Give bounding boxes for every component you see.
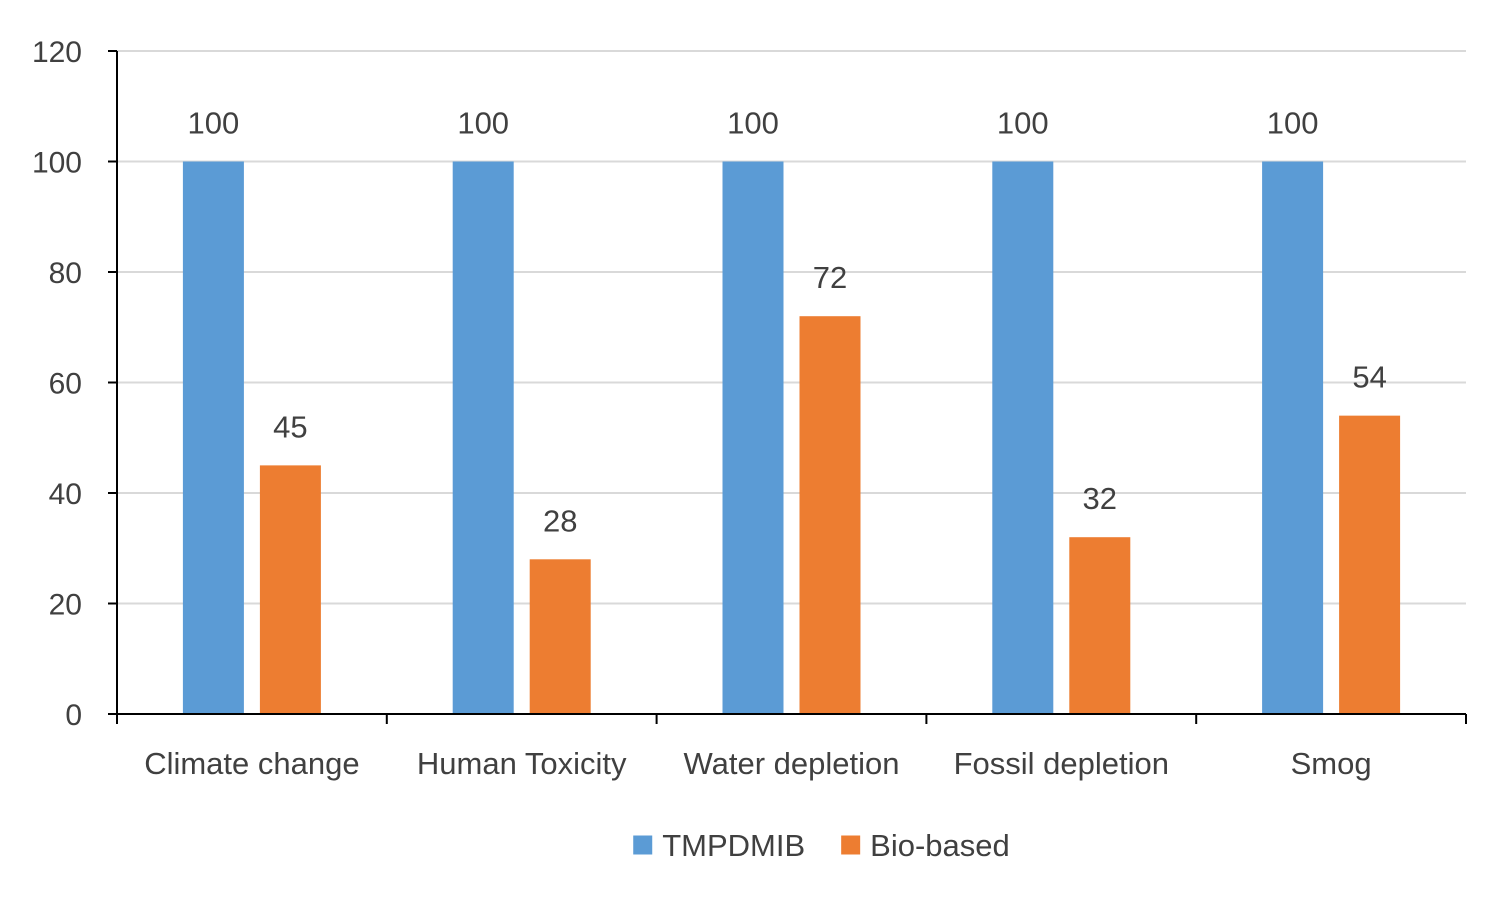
legend-swatch-tmpdmib: [633, 835, 653, 855]
bar-tmpdmib: [1262, 161, 1324, 714]
bar-bio-based: [1069, 537, 1131, 714]
data-label-tmpdmib: 100: [997, 106, 1049, 141]
bar-tmpdmib: [182, 161, 244, 714]
bar-bio-based: [799, 316, 861, 714]
bar-tmpdmib: [722, 161, 784, 714]
y-tick-label: 80: [49, 257, 82, 290]
bar-bio-based: [259, 465, 321, 714]
y-tick-label: 120: [32, 36, 82, 69]
data-label-tmpdmib: 100: [727, 106, 779, 141]
x-category-label: Human Toxicity: [417, 746, 627, 781]
data-label-tmpdmib: 100: [188, 106, 240, 141]
y-tick-label: 20: [49, 589, 82, 622]
bar-tmpdmib: [992, 161, 1054, 714]
x-category-label: Fossil depletion: [954, 746, 1169, 781]
gridlines: [117, 50, 1466, 605]
x-category-label: Climate change: [144, 746, 359, 781]
data-label-tmpdmib: 100: [1267, 106, 1319, 141]
data-label-bio-based: 45: [273, 409, 307, 444]
data-label-tmpdmib: 100: [457, 106, 509, 141]
y-tick-label: 40: [49, 478, 82, 511]
data-label-bio-based: 32: [1083, 481, 1117, 516]
bar-bio-based: [1339, 415, 1401, 714]
y-tick-label: 60: [49, 368, 82, 401]
axes: [108, 50, 1467, 724]
data-label-bio-based: 72: [813, 260, 847, 295]
labels: 0 20 40 60 80 100 120 100 45 Climate change 100 28 H…: [32, 36, 1387, 781]
x-category-label: Smog: [1291, 746, 1372, 781]
bar-bio-based: [529, 559, 591, 714]
data-label-bio-based: 28: [543, 503, 577, 538]
bar-tmpdmib: [452, 161, 514, 714]
legend-swatch-bio-based: [841, 835, 861, 855]
legend-label-tmpdmib: TMPDMIB: [662, 828, 805, 863]
bars: [182, 161, 1401, 714]
legend-label-bio-based: Bio-based: [870, 828, 1010, 863]
legend: TMPDMIB Bio-based: [633, 828, 1010, 863]
y-tick-label: 0: [65, 699, 82, 732]
data-label-bio-based: 54: [1352, 360, 1386, 395]
x-category-label: Water depletion: [684, 746, 900, 781]
y-tick-label: 100: [32, 147, 82, 180]
